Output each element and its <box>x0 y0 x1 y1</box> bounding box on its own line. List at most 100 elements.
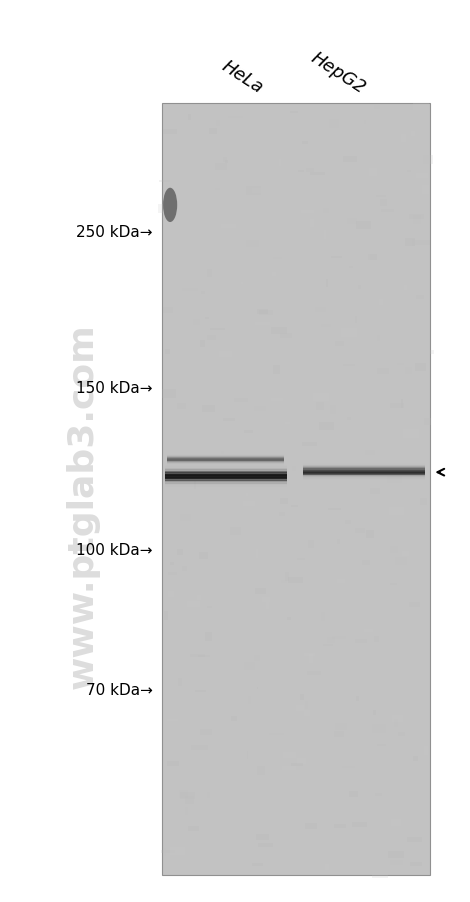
Bar <box>296 705 304 712</box>
Bar <box>346 418 351 420</box>
Bar <box>282 767 296 770</box>
Bar <box>370 578 380 586</box>
Bar <box>308 654 313 663</box>
Bar <box>255 588 266 594</box>
Bar <box>164 467 287 468</box>
Bar <box>306 823 317 829</box>
Bar <box>330 256 342 259</box>
Bar <box>164 469 287 470</box>
Bar <box>407 762 415 769</box>
Bar <box>164 487 287 488</box>
Bar <box>323 209 329 214</box>
Bar <box>224 850 231 858</box>
Bar <box>411 132 415 136</box>
Bar <box>390 861 403 865</box>
Bar <box>164 339 176 343</box>
Bar <box>234 399 248 403</box>
Bar <box>288 577 303 584</box>
Bar <box>380 199 387 207</box>
Bar <box>206 229 208 236</box>
Bar <box>248 695 251 704</box>
Bar <box>403 743 419 746</box>
Bar <box>390 404 404 409</box>
Bar <box>164 486 287 487</box>
Bar <box>316 402 324 410</box>
Bar <box>198 655 210 657</box>
Bar <box>213 864 229 867</box>
Bar <box>409 602 420 607</box>
Bar <box>207 336 216 341</box>
Bar <box>271 399 282 401</box>
Bar <box>157 206 172 214</box>
Bar <box>274 448 278 456</box>
Bar <box>269 204 271 211</box>
Bar <box>194 482 196 490</box>
Bar <box>215 164 227 170</box>
Bar <box>202 406 215 413</box>
Bar <box>180 793 195 799</box>
Bar <box>406 634 417 637</box>
Bar <box>246 241 259 247</box>
Bar <box>315 308 326 313</box>
Bar <box>298 170 304 172</box>
Bar <box>287 617 291 621</box>
Bar <box>301 211 314 214</box>
Bar <box>244 662 255 670</box>
Bar <box>401 134 407 143</box>
Bar <box>164 472 287 473</box>
Bar <box>219 352 232 358</box>
Bar <box>164 476 287 477</box>
Bar <box>391 445 400 449</box>
Bar <box>164 478 287 479</box>
Bar <box>322 859 333 862</box>
Bar <box>161 850 175 853</box>
Bar <box>182 289 198 292</box>
Bar <box>395 557 407 566</box>
Bar <box>306 702 308 709</box>
Bar <box>164 482 287 483</box>
Bar <box>337 579 345 584</box>
Bar <box>393 720 398 728</box>
Bar <box>297 758 306 764</box>
Bar <box>181 862 188 867</box>
Bar <box>285 422 290 425</box>
Bar <box>164 468 287 469</box>
Bar <box>164 465 287 466</box>
Bar <box>292 466 296 472</box>
Bar <box>377 336 380 342</box>
Bar <box>334 732 344 737</box>
Bar <box>273 257 282 260</box>
Text: HeLa: HeLa <box>218 58 266 97</box>
Bar <box>254 656 260 661</box>
Bar <box>329 120 339 128</box>
Bar <box>188 115 190 121</box>
Bar <box>415 364 426 372</box>
Bar <box>188 637 199 645</box>
Bar <box>281 858 290 861</box>
Bar <box>285 573 290 581</box>
Bar <box>208 262 215 268</box>
Bar <box>232 225 248 232</box>
Bar <box>197 596 202 600</box>
Text: www.ptglab3.com: www.ptglab3.com <box>65 322 99 688</box>
Bar <box>349 761 362 766</box>
Bar <box>210 329 225 331</box>
Bar <box>204 518 219 525</box>
Text: 70 kDa→: 70 kDa→ <box>86 683 153 697</box>
Bar <box>398 732 405 736</box>
Bar <box>167 461 177 465</box>
Bar <box>164 482 287 483</box>
Bar <box>164 474 287 475</box>
Bar <box>364 629 373 632</box>
Bar <box>209 129 218 135</box>
Bar <box>368 254 377 261</box>
Bar <box>321 325 331 327</box>
Bar <box>225 161 228 163</box>
Bar <box>367 530 374 538</box>
Bar <box>372 872 388 878</box>
Bar <box>207 270 212 278</box>
Bar <box>164 477 287 478</box>
Bar <box>354 529 365 534</box>
Bar <box>407 837 422 842</box>
Bar <box>424 419 431 426</box>
